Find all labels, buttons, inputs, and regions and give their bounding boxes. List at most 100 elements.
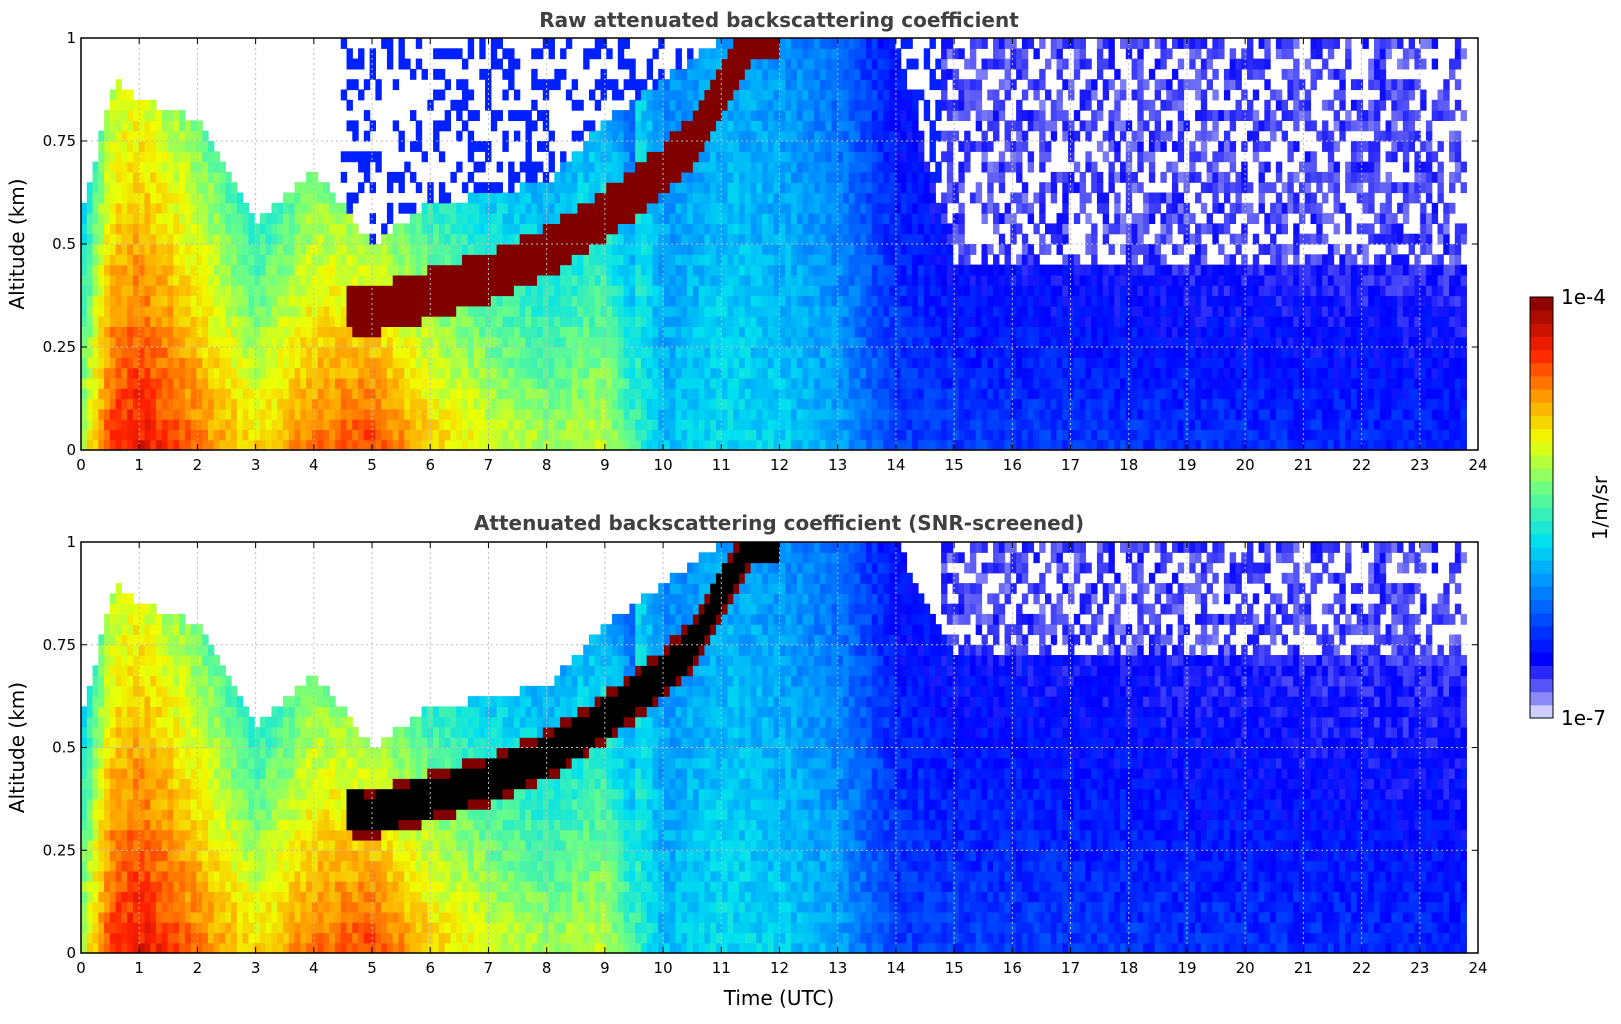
heatmap-cell — [225, 295, 232, 307]
heatmap-cell — [421, 213, 428, 224]
heatmap-cell — [727, 110, 734, 121]
heatmap-cell — [785, 305, 792, 317]
heatmap-cell — [814, 357, 821, 369]
heatmap-cell — [369, 182, 376, 194]
heatmap-cell — [450, 367, 457, 379]
heatmap-cell — [646, 377, 654, 389]
heatmap-cell — [721, 419, 729, 430]
heatmap-cell — [577, 388, 584, 400]
heatmap-cell — [150, 316, 157, 327]
heatmap-cell — [548, 244, 555, 255]
heatmap-cell — [369, 213, 376, 224]
heatmap-cell — [236, 439, 244, 451]
heatmap-cell — [461, 254, 469, 266]
heatmap-cell — [531, 182, 538, 194]
heatmap-cell — [941, 202, 948, 214]
heatmap-cell — [513, 130, 521, 142]
heatmap-cell — [531, 398, 538, 410]
heatmap-cell — [606, 79, 613, 91]
heatmap-cell — [132, 120, 140, 132]
heatmap-cell — [398, 398, 405, 410]
heatmap-cell — [883, 244, 890, 255]
heatmap-cell — [104, 419, 111, 430]
heatmap-cell — [750, 68, 757, 80]
heatmap-cell — [819, 213, 827, 224]
heatmap-cell — [744, 357, 752, 369]
heatmap-cell — [231, 357, 238, 369]
heatmap-cell — [381, 285, 388, 297]
heatmap-cell — [635, 110, 642, 121]
heatmap-cell — [606, 316, 613, 327]
heatmap-cell — [889, 99, 896, 111]
heatmap-cell — [352, 419, 359, 430]
heatmap-cell — [317, 336, 325, 348]
heatmap-cell — [883, 285, 890, 297]
heatmap-cell — [837, 367, 844, 379]
heatmap-cell — [98, 202, 105, 214]
heatmap-cell — [773, 316, 781, 327]
heatmap-cell — [698, 377, 706, 389]
heatmap-cell — [923, 182, 931, 194]
heatmap-cell — [132, 419, 140, 430]
heatmap-cell — [733, 151, 740, 163]
heatmap-cell — [669, 171, 677, 183]
heatmap-cell — [392, 254, 400, 266]
heatmap-cell — [121, 99, 128, 111]
heatmap-cell — [531, 171, 538, 183]
heatmap-cell — [750, 295, 757, 307]
heatmap-cell — [866, 388, 873, 400]
heatmap-cell — [329, 326, 336, 338]
heatmap-cell — [848, 295, 856, 307]
heatmap-cell — [721, 182, 729, 194]
heatmap-cell — [796, 151, 804, 163]
heatmap-cell — [842, 336, 850, 348]
heatmap-cell — [554, 223, 561, 235]
heatmap-cell — [623, 429, 630, 441]
heatmap-cell — [912, 99, 919, 111]
heatmap-cell — [814, 316, 821, 327]
heatmap-cell — [421, 326, 428, 338]
heatmap-cell — [225, 419, 232, 430]
heatmap-cell — [894, 171, 902, 183]
heatmap-cell — [502, 439, 509, 451]
heatmap-cell — [461, 99, 469, 111]
heatmap-cell — [479, 192, 486, 204]
heatmap-cell — [496, 182, 503, 194]
heatmap-cell — [369, 68, 376, 80]
heatmap-cell — [531, 68, 538, 80]
heatmap-cell — [479, 161, 486, 173]
heatmap-cell — [109, 264, 117, 276]
heatmap-cell — [508, 79, 515, 91]
heatmap-cell — [877, 439, 884, 451]
heatmap-cell — [104, 429, 111, 441]
heatmap-cell — [796, 264, 804, 276]
heatmap-cell — [531, 99, 538, 111]
heatmap-cell — [889, 274, 896, 286]
heatmap-cell — [104, 408, 111, 420]
heatmap-cell — [565, 347, 573, 358]
heatmap-cell — [762, 38, 769, 49]
heatmap-cell — [81, 233, 88, 245]
heatmap-cell — [554, 79, 561, 91]
heatmap-cell — [115, 377, 122, 389]
heatmap-cell — [358, 151, 365, 163]
heatmap-cell — [202, 408, 209, 420]
heatmap-cell — [467, 398, 475, 410]
heatmap-cell — [207, 295, 215, 307]
heatmap-cell — [329, 213, 336, 224]
heatmap-cell — [340, 38, 348, 49]
heatmap-cell — [727, 89, 734, 101]
heatmap-cell — [935, 347, 942, 358]
heatmap-cell — [381, 316, 388, 327]
heatmap-cell — [819, 89, 827, 101]
heatmap-cell — [190, 254, 198, 266]
heatmap-cell — [588, 429, 596, 441]
heatmap-cell — [265, 347, 273, 358]
heatmap-cell — [323, 264, 330, 276]
heatmap-cell — [104, 316, 111, 327]
heatmap-cell — [842, 58, 850, 70]
heatmap-cell — [306, 171, 313, 183]
heatmap-cell — [894, 295, 902, 307]
heatmap-cell — [571, 408, 579, 420]
heatmap-cell — [883, 336, 890, 348]
